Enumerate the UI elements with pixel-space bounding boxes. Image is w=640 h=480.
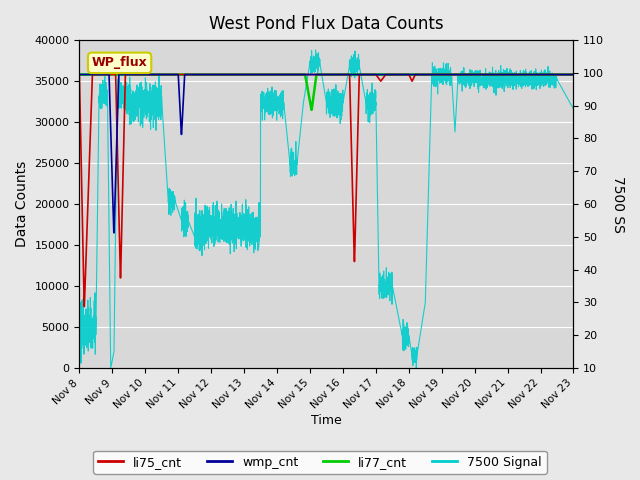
Text: WP_flux: WP_flux <box>92 56 147 69</box>
Y-axis label: Data Counts: Data Counts <box>15 161 29 247</box>
Y-axis label: 7500 SS: 7500 SS <box>611 176 625 232</box>
X-axis label: Time: Time <box>311 414 342 427</box>
Title: West Pond Flux Data Counts: West Pond Flux Data Counts <box>209 15 444 33</box>
Legend: li75_cnt, wmp_cnt, li77_cnt, 7500 Signal: li75_cnt, wmp_cnt, li77_cnt, 7500 Signal <box>93 451 547 474</box>
